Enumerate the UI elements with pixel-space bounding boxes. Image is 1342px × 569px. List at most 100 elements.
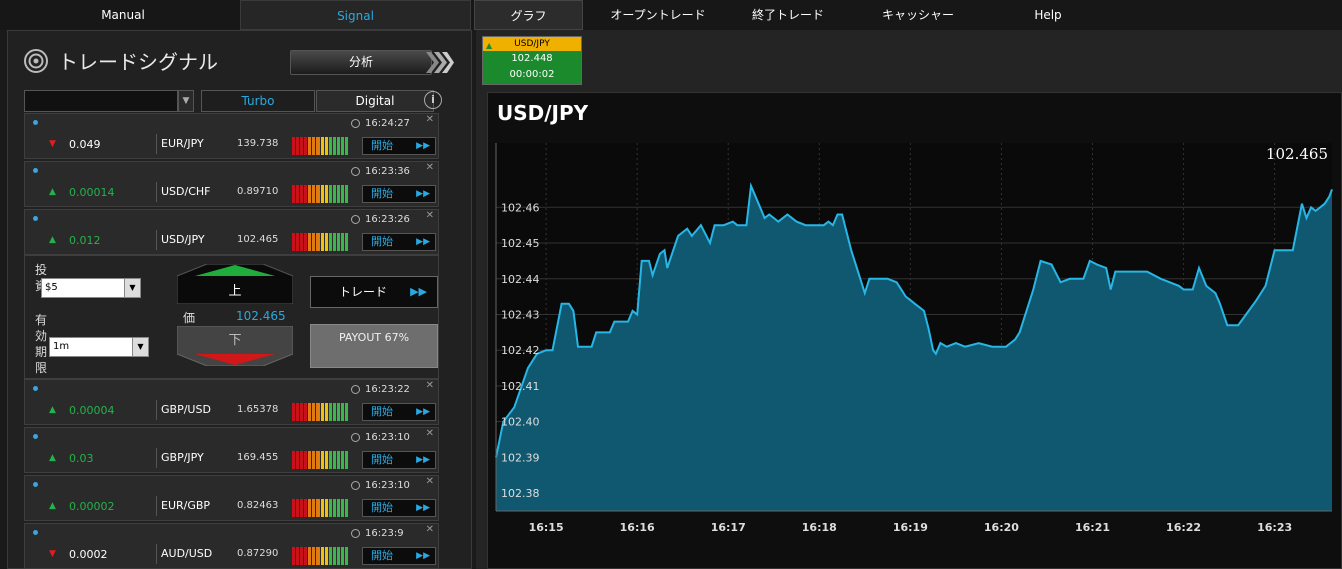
status-dot [33, 530, 38, 535]
close-icon[interactable]: ✕ [425, 476, 434, 487]
fast-forward-icon: ▶▶ [416, 503, 430, 513]
y-tick-label: 102.42 [501, 344, 540, 357]
tab-digital[interactable]: Digital [316, 90, 434, 112]
tab-help[interactable]: Help [1034, 8, 1062, 22]
signal-price: 0.82463 [237, 500, 279, 511]
put-down-button[interactable]: 下 [177, 326, 293, 366]
status-dot [33, 386, 38, 391]
start-button[interactable]: 開始 ▶▶ [362, 547, 436, 565]
signal-pair: USD/JPY [156, 230, 205, 250]
chart-panel: ▲ USD/JPY 102.448 00:00:02 102.38 102.39 10… [476, 30, 1342, 569]
filter-select[interactable] [24, 90, 178, 112]
arrow-up-icon: ▲ [49, 235, 56, 245]
panel-title: トレードシグナル [58, 50, 218, 74]
close-icon[interactable]: ✕ [425, 210, 434, 221]
chevron-down-icon[interactable]: ▼ [178, 90, 194, 112]
arrow-up-icon: ▲ [49, 501, 56, 511]
expiry-select[interactable]: 1m ▼ [49, 337, 149, 357]
signal-icon [24, 49, 48, 73]
signal-row[interactable]: ✕ 16:23:9 ▼ 0.0002 AUD/USD 0.87290 開始 ▶▶ [24, 523, 439, 569]
strength-meter [292, 547, 349, 565]
close-icon[interactable]: ✕ [425, 380, 434, 391]
trade-label: トレード [339, 285, 388, 299]
tab-cashier[interactable]: キャッシャー [881, 8, 954, 22]
tab-closed-trades[interactable]: 終了トレード [751, 8, 824, 22]
start-button[interactable]: 開始 ▶▶ [362, 233, 436, 251]
start-button[interactable]: 開始 ▶▶ [362, 137, 436, 155]
signal-row[interactable]: ✕ 16:23:26 ▲ 0.012 USD/JPY 102.465 開始 ▶▶ [24, 209, 439, 255]
tab-turbo[interactable]: Turbo [201, 90, 315, 112]
signal-row[interactable]: ✕ 16:23:36 ▲ 0.00014 USD/CHF 0.89710 開始 ▶▶ [24, 161, 439, 207]
status-dot [33, 168, 38, 173]
clock-icon [351, 481, 360, 490]
close-icon[interactable]: ✕ [425, 524, 434, 535]
arrow-down-icon: ▼ [49, 549, 56, 559]
top-nav: Manual Signal グラフ オープントレード 終了トレード キャッシャー… [0, 0, 1342, 30]
start-label: 開始 [371, 139, 393, 152]
close-icon[interactable]: ✕ [425, 114, 434, 125]
close-icon[interactable]: ✕ [425, 428, 434, 439]
strength-meter [292, 499, 349, 517]
fast-forward-icon: ▶▶ [416, 237, 430, 247]
down-label: 下 [228, 333, 241, 348]
signal-row[interactable]: ✕ 16:23:10 ▲ 0.03 GBP/JPY 169.455 開始 ▶▶ [24, 427, 439, 473]
call-up-button[interactable]: 上 [177, 264, 293, 304]
chevrons-right-icon [426, 52, 454, 73]
signal-row[interactable]: ✕ 16:24:27 ▼ 0.049 EUR/JPY 139.738 開始 ▶▶ [24, 113, 439, 159]
x-tick-label: 16:16 [620, 521, 655, 534]
tab-graph[interactable]: グラフ [474, 0, 583, 30]
arrow-down-icon: ▼ [49, 139, 56, 149]
signal-pair: AUD/USD [156, 544, 212, 564]
mini-ticker-pair: USD/JPY [514, 39, 550, 49]
clock-icon [351, 215, 360, 224]
start-button[interactable]: 開始 ▶▶ [362, 499, 436, 517]
chevron-down-icon[interactable]: ▼ [124, 279, 140, 297]
y-tick-label: 102.43 [501, 308, 540, 321]
trade-button[interactable]: トレード ▶▶ [310, 276, 438, 308]
fast-forward-icon: ▶▶ [410, 285, 427, 298]
signal-time: 16:24:27 [365, 118, 410, 129]
signal-row[interactable]: ✕ 16:23:22 ▲ 0.00004 GBP/USD 1.65378 開始 ▶▶ [24, 379, 439, 425]
tab-signal[interactable]: Signal [240, 0, 471, 30]
signal-pair: USD/CHF [156, 182, 211, 202]
signal-change: 0.049 [69, 138, 101, 151]
analyze-button[interactable]: 分析 [290, 50, 432, 75]
signal-price: 1.65378 [237, 404, 279, 415]
mini-ticker[interactable]: ▲ USD/JPY 102.448 00:00:02 [482, 36, 582, 85]
start-button[interactable]: 開始 ▶▶ [362, 451, 436, 469]
chevron-down-icon[interactable]: ▼ [132, 338, 148, 356]
signal-time: 16:23:22 [365, 384, 410, 395]
x-tick-label: 16:22 [1166, 521, 1201, 534]
tab-manual[interactable]: Manual [101, 8, 145, 22]
info-icon[interactable]: i [424, 91, 442, 109]
price-chart: 102.38 102.39 102.40 102.41 102.42 102.43 102.… [487, 92, 1342, 569]
close-icon[interactable]: ✕ [425, 162, 434, 173]
clock-icon [351, 385, 360, 394]
mini-ticker-header: ▲ USD/JPY [483, 37, 581, 51]
price-chart-svg: 102.38 102.39 102.40 102.41 102.42 102.43 102.… [495, 143, 1333, 534]
signal-change: 0.00004 [69, 404, 115, 417]
tab-open-trades[interactable]: オープントレード [610, 8, 706, 22]
investment-select[interactable]: $5 ▼ [41, 278, 141, 298]
series-line [495, 182, 1333, 458]
signal-change: 0.012 [69, 234, 101, 247]
status-dot [33, 482, 38, 487]
arrow-up-icon: ▲ [49, 405, 56, 415]
signal-row[interactable]: ✕ 16:23:10 ▲ 0.00002 EUR/GBP 0.82463 開始 ▶▶ [24, 475, 439, 521]
signal-pair: GBP/USD [156, 400, 211, 420]
start-label: 開始 [371, 549, 393, 562]
x-tick-label: 16:20 [984, 521, 1019, 534]
signal-price: 102.465 [237, 234, 279, 245]
y-tick-label: 102.38 [501, 487, 540, 500]
price-value: 102.465 [236, 309, 286, 323]
signal-pair: EUR/JPY [156, 134, 204, 154]
signal-price: 139.738 [237, 138, 279, 149]
payout-box: PAYOUT 67% [310, 324, 438, 368]
start-button[interactable]: 開始 ▶▶ [362, 403, 436, 421]
series-area [496, 185, 1332, 511]
strength-meter [292, 137, 349, 155]
arrow-up-icon: ▲ [486, 41, 493, 50]
start-button[interactable]: 開始 ▶▶ [362, 185, 436, 203]
